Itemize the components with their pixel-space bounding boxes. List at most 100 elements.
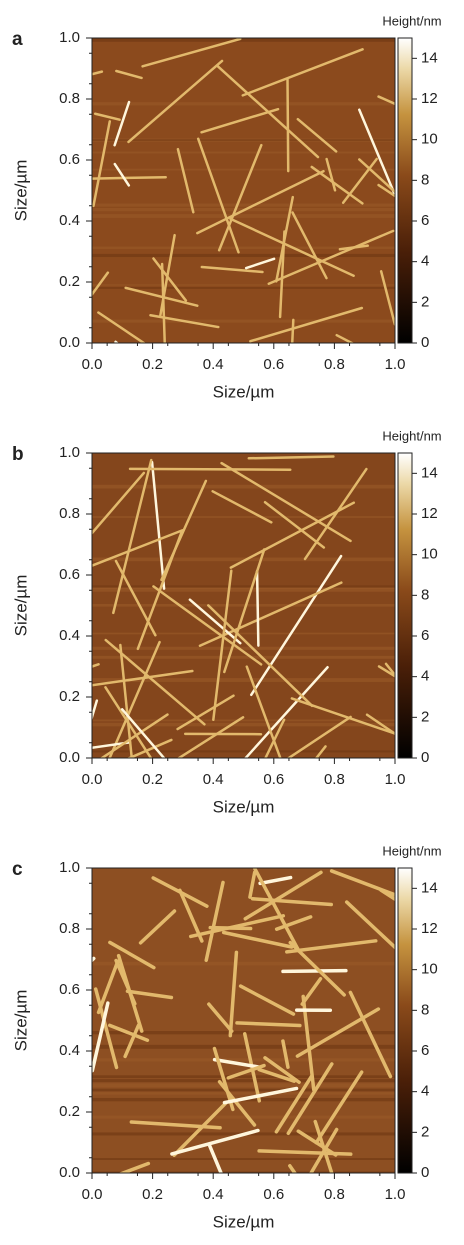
fibril xyxy=(283,971,346,972)
scan-line xyxy=(92,719,395,721)
y-tick-label: 0.4 xyxy=(59,1042,80,1059)
scan-line xyxy=(92,169,395,171)
scan-line xyxy=(92,585,395,587)
fibril xyxy=(249,457,334,459)
scan-line xyxy=(92,1079,395,1082)
x-axis-label: Size/µm xyxy=(213,1212,275,1231)
y-tick-label: 1.0 xyxy=(59,859,80,876)
y-tick-label: 0.2 xyxy=(59,1103,80,1120)
scan-line xyxy=(92,1158,395,1160)
colorbar-tick-label: 8 xyxy=(421,586,429,603)
panel-label: a xyxy=(12,29,23,50)
y-tick-label: 0.0 xyxy=(59,1164,80,1181)
fibril xyxy=(22,664,99,689)
fibril xyxy=(257,571,258,646)
colorbar-tick-label: 8 xyxy=(421,1001,429,1018)
x-tick-label: 0.8 xyxy=(324,1186,345,1203)
x-tick-label: 0.8 xyxy=(324,356,345,373)
colorbar-tick-label: 12 xyxy=(421,505,438,522)
y-tick-label: 0.2 xyxy=(59,688,80,705)
colorbar-tick-label: 12 xyxy=(421,90,438,107)
x-axis-label: Size/µm xyxy=(213,797,275,816)
colorbar xyxy=(398,453,412,758)
y-tick-label: 0.4 xyxy=(59,212,80,229)
x-axis-label: Size/µm xyxy=(213,382,275,401)
y-tick-label: 0.0 xyxy=(59,334,80,351)
colorbar-tick-label: 0 xyxy=(421,334,429,351)
x-tick-label: 0.6 xyxy=(263,1186,284,1203)
colorbar-label: Height/nm xyxy=(382,428,441,443)
x-tick-label: 0.4 xyxy=(203,771,224,788)
y-tick-label: 1.0 xyxy=(59,29,80,46)
colorbar xyxy=(398,38,412,343)
colorbar-tick-label: 2 xyxy=(421,1123,429,1140)
scan-line xyxy=(92,1058,395,1061)
scan-line xyxy=(92,38,395,42)
x-tick-label: 0.4 xyxy=(203,356,224,373)
colorbar-tick-label: 10 xyxy=(421,131,438,148)
colorbar-tick-label: 6 xyxy=(421,212,429,229)
x-tick-label: 0.6 xyxy=(263,356,284,373)
scan-line xyxy=(92,1075,395,1078)
y-tick-label: 0.8 xyxy=(59,90,80,107)
scan-line xyxy=(92,656,395,659)
colorbar-tick-label: 14 xyxy=(421,49,438,66)
y-axis-label: Size/µm xyxy=(11,575,30,637)
x-tick-label: 0.0 xyxy=(82,1186,103,1203)
colorbar-tick-label: 10 xyxy=(421,961,438,978)
scan-line xyxy=(92,1083,395,1087)
panel-label: b xyxy=(12,444,24,465)
colorbar-label: Height/nm xyxy=(382,843,441,858)
x-tick-label: 0.8 xyxy=(324,771,345,788)
colorbar xyxy=(398,868,412,1173)
colorbar-tick-label: 6 xyxy=(421,627,429,644)
scan-line xyxy=(92,320,395,323)
y-tick-label: 0.6 xyxy=(59,566,80,583)
colorbar-tick-label: 4 xyxy=(421,253,429,270)
colorbar-tick-label: 14 xyxy=(421,879,438,896)
y-tick-label: 0.8 xyxy=(59,920,80,937)
scan-line xyxy=(92,214,395,218)
colorbar-tick-label: 2 xyxy=(421,293,429,310)
y-tick-label: 0.2 xyxy=(59,273,80,290)
y-tick-label: 0.6 xyxy=(59,151,80,168)
y-tick-label: 0.8 xyxy=(59,505,80,522)
fibril xyxy=(90,177,166,178)
colorbar-tick-label: 6 xyxy=(421,1042,429,1059)
colorbar-tick-label: 10 xyxy=(421,546,438,563)
x-tick-label: 0.4 xyxy=(203,1186,224,1203)
x-tick-label: 0.0 xyxy=(82,356,103,373)
scan-line xyxy=(92,604,395,607)
fibril xyxy=(130,469,290,470)
afm-image xyxy=(47,868,404,1229)
fibril xyxy=(210,928,250,929)
colorbar-tick-label: 12 xyxy=(421,920,438,937)
colorbar-tick-label: 4 xyxy=(421,668,429,685)
panel-label: c xyxy=(12,859,23,880)
scan-line xyxy=(92,287,395,289)
x-tick-label: 1.0 xyxy=(385,771,406,788)
fibril xyxy=(116,342,194,406)
scan-line xyxy=(92,254,395,257)
scan-line xyxy=(92,750,395,752)
x-tick-label: 1.0 xyxy=(385,1186,406,1203)
colorbar-tick-label: 0 xyxy=(421,1164,429,1181)
scan-line xyxy=(92,962,395,966)
y-tick-label: 0.6 xyxy=(59,981,80,998)
y-tick-label: 0.0 xyxy=(59,749,80,766)
x-tick-label: 1.0 xyxy=(385,356,406,373)
scan-line xyxy=(92,485,395,489)
x-tick-label: 0.6 xyxy=(263,771,284,788)
y-tick-label: 0.4 xyxy=(59,627,80,644)
y-axis-label: Size/µm xyxy=(11,990,30,1052)
figure: a 0.0 0.2 0.4 0.6 0.8 1.0 0.0 0.2 0.4 0.6 0.8 1.0 Siz… xyxy=(0,0,464,1245)
scan-line xyxy=(92,1116,395,1119)
colorbar-tick-label: 8 xyxy=(421,171,429,188)
x-tick-label: 0.2 xyxy=(142,356,163,373)
colorbar-tick-label: 2 xyxy=(421,708,429,725)
x-tick-label: 0.0 xyxy=(82,771,103,788)
scan-line xyxy=(92,102,395,105)
y-tick-label: 1.0 xyxy=(59,444,80,461)
colorbar-tick-label: 14 xyxy=(421,464,438,481)
x-tick-label: 0.2 xyxy=(142,1186,163,1203)
